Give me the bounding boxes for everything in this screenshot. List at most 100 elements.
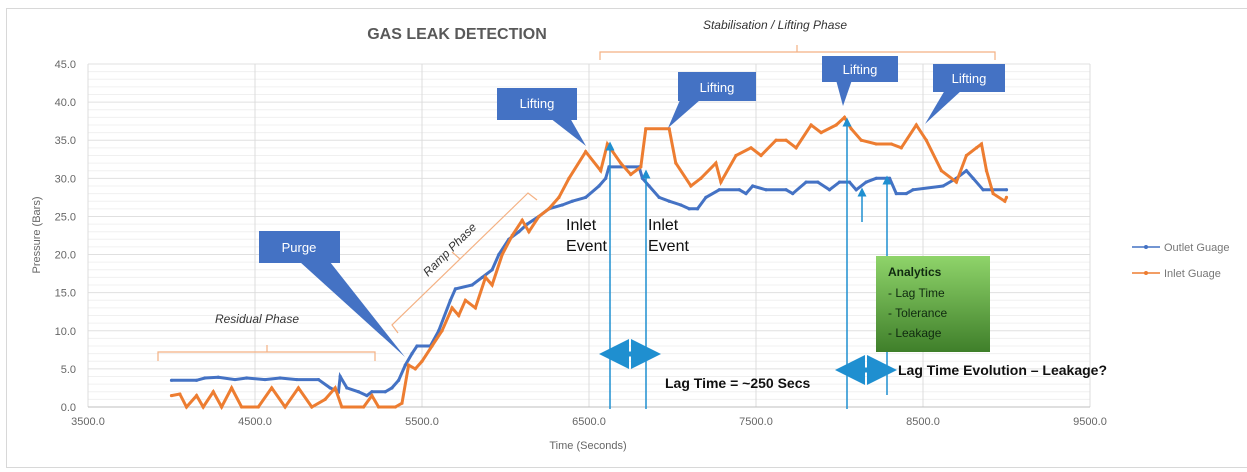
- data-point: [774, 138, 778, 142]
- data-point: [203, 376, 207, 380]
- data-point: [859, 138, 863, 142]
- data-point: [719, 180, 723, 184]
- data-point: [764, 188, 768, 192]
- x-axis-label: Time (Seconds): [549, 440, 626, 452]
- data-point: [245, 376, 249, 380]
- data-point: [834, 123, 838, 127]
- x-tick-label: 4500.0: [238, 416, 272, 428]
- y-tick-label: 35.0: [55, 135, 76, 147]
- data-point: [295, 377, 299, 382]
- data-point: [874, 176, 878, 180]
- data-point: [737, 188, 741, 192]
- chart-title: GAS LEAK DETECTION: [367, 26, 547, 43]
- data-point: [370, 393, 374, 398]
- data-point: [888, 176, 892, 180]
- data-point: [849, 127, 853, 131]
- x-tick-label: 3500.0: [71, 416, 105, 428]
- data-point: [201, 405, 205, 409]
- data-point: [184, 405, 189, 409]
- residual-phase-label: Residual Phase: [215, 312, 299, 326]
- data-point: [837, 180, 842, 184]
- data-point: [473, 306, 478, 310]
- data-point: [784, 138, 788, 142]
- y-tick-label: 15.0: [55, 288, 76, 300]
- data-point: [647, 184, 651, 188]
- data-point: [584, 195, 588, 199]
- data-point: [874, 142, 878, 146]
- data-point: [1004, 188, 1009, 192]
- lag-time-label: Lag Time = ~250 Secs: [665, 375, 810, 391]
- inlet-event-label-2b: Event: [648, 238, 689, 255]
- data-point: [263, 377, 267, 382]
- data-point: [679, 203, 683, 207]
- data-point: [497, 252, 501, 257]
- data-point: [1003, 199, 1007, 203]
- data-point: [954, 180, 959, 184]
- data-point: [991, 191, 995, 196]
- data-point: [403, 363, 407, 367]
- data-point: [605, 142, 609, 146]
- data-point: [759, 153, 763, 158]
- series-line-outlet: [171, 165, 1007, 398]
- svg-text:Lifting: Lifting: [700, 80, 735, 95]
- data-point: [333, 386, 337, 390]
- data-point: [560, 203, 564, 207]
- data-point: [415, 344, 419, 348]
- data-point: [695, 207, 700, 211]
- legend-outlet[interactable]: Outlet Guage: [1132, 242, 1229, 254]
- data-point: [510, 233, 514, 238]
- svg-text:Lifting: Lifting: [520, 96, 555, 111]
- data-point: [410, 352, 414, 356]
- data-point: [842, 115, 847, 119]
- data-point: [169, 378, 174, 382]
- data-point: [794, 146, 798, 150]
- data-point: [827, 188, 832, 192]
- series-lines: [169, 115, 1009, 411]
- data-point: [939, 169, 943, 173]
- data-point: [804, 180, 808, 184]
- data-point: [570, 199, 574, 203]
- data-point: [639, 165, 643, 169]
- phase-brackets: [157, 45, 996, 361]
- inlet-event-label-1a: Inlet: [566, 217, 597, 234]
- stabilisation-phase-label: Stabilisation / Lifting Phase: [703, 18, 847, 32]
- data-point: [400, 401, 404, 405]
- data-point: [751, 184, 755, 188]
- data-point: [470, 283, 474, 287]
- inlet-event-label-2a: Inlet: [648, 217, 679, 234]
- data-point: [1004, 195, 1009, 199]
- data-point: [964, 153, 969, 158]
- data-point: [437, 329, 441, 333]
- gridlines: [87, 63, 1091, 408]
- svg-text:Purge: Purge: [282, 240, 317, 255]
- y-tick-label: 30.0: [55, 173, 76, 185]
- data-point: [689, 184, 693, 188]
- y-tick-label: 45.0: [55, 59, 76, 71]
- callout-lifting-4: Lifting: [925, 64, 1005, 124]
- data-point: [744, 191, 748, 196]
- data-point: [216, 375, 220, 379]
- data-point: [413, 367, 417, 371]
- data-point: [230, 386, 234, 390]
- data-point: [597, 184, 601, 188]
- callout-lifting-2: Lifting: [668, 72, 756, 128]
- data-point: [453, 287, 457, 291]
- data-point: [393, 405, 397, 409]
- event-arrows: [599, 117, 897, 409]
- legend-inlet[interactable]: Inlet Guage: [1132, 268, 1221, 280]
- data-point: [450, 306, 454, 310]
- data-point: [383, 390, 387, 394]
- data-point: [500, 252, 504, 257]
- data-point: [448, 298, 452, 302]
- data-point: [361, 405, 366, 409]
- callout-lifting-3: Lifting: [822, 56, 898, 106]
- svg-text:Analytics: Analytics: [888, 265, 942, 279]
- data-point: [567, 176, 571, 180]
- data-point: [194, 393, 199, 398]
- data-point: [981, 188, 985, 192]
- callout-purge: Purge: [259, 231, 405, 357]
- data-point: [483, 275, 488, 280]
- data-point: [376, 405, 381, 409]
- data-point: [714, 161, 718, 165]
- data-point: [864, 180, 868, 184]
